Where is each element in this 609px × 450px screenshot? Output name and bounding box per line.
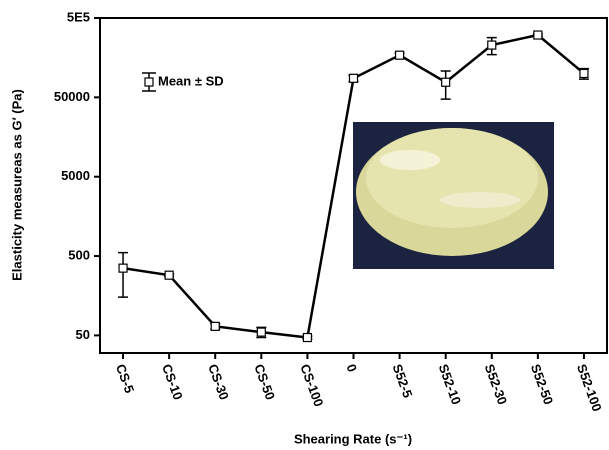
x-tick-label: CS-100 (297, 362, 326, 409)
y-tick-label: 5E5 (67, 9, 90, 24)
x-tick-label: CS-5 (113, 362, 137, 395)
y-tick-label: 500 (68, 247, 90, 262)
chart: Elasticity measureas as G′ (Pa) Shearing… (0, 0, 609, 450)
x-tick-label: S52-5 (390, 362, 416, 400)
x-tick-label: S52-10 (436, 362, 464, 407)
y-tick-label: 50 (76, 327, 90, 342)
x-tick-label: S52-50 (528, 362, 556, 407)
data-point (534, 31, 542, 39)
data-point (580, 69, 588, 77)
error-bar (118, 253, 128, 297)
data-point (303, 334, 311, 342)
x-tick-label: 0 (343, 362, 360, 374)
x-tick-label: S52-30 (482, 362, 510, 407)
data-point (119, 264, 127, 272)
y-tick-label: 5000 (61, 168, 90, 183)
x-tick-label: CS-50 (251, 362, 278, 402)
data-point (442, 78, 450, 86)
y-tick-label: 50000 (54, 89, 90, 104)
inset-photo (353, 122, 554, 269)
x-tick-label: CS-10 (159, 362, 186, 402)
data-point (488, 41, 496, 49)
data-point (211, 322, 219, 330)
y-axis-title: Elasticity measureas as G′ (Pa) (9, 89, 24, 281)
data-point (396, 51, 404, 59)
data-point (257, 328, 265, 336)
x-axis-title: Shearing Rate (s⁻¹) (294, 431, 412, 446)
x-tick-label: CS-30 (205, 362, 232, 402)
data-point (165, 271, 173, 279)
legend-label: Mean ± SD (158, 73, 224, 88)
data-point (350, 74, 358, 82)
x-tick-label: S52-100 (574, 362, 605, 413)
legend: Mean ± SD (142, 73, 224, 91)
